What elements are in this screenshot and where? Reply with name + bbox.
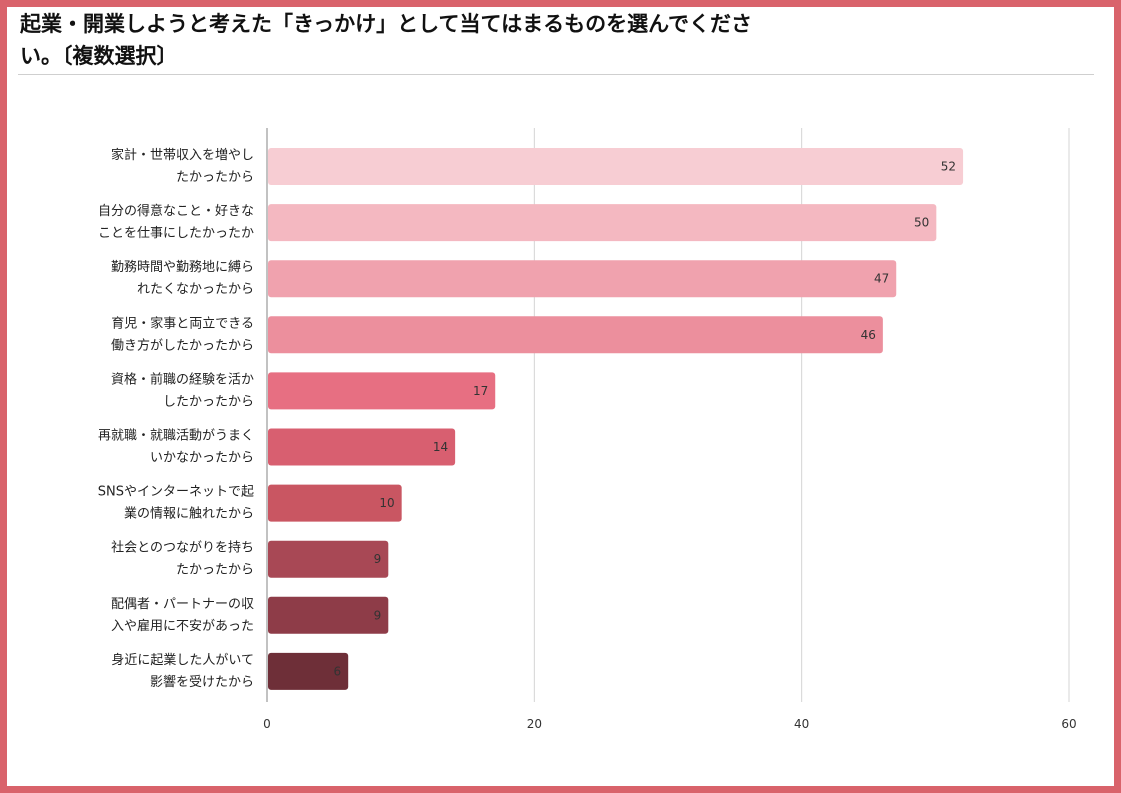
category-label: 配偶者・パートナーの収入や雇用に不安があった xyxy=(111,597,254,634)
bar-value-label: 9 xyxy=(374,608,382,622)
title-divider xyxy=(18,74,1094,75)
bar xyxy=(268,540,389,578)
bar-value-label: 52 xyxy=(941,160,956,174)
category-label-line: 業の情報に触れたから xyxy=(124,506,254,522)
category-label-line: たかったから xyxy=(176,170,254,185)
category-label-line: 影響を受けたから xyxy=(150,674,254,690)
title-line-1: 起業・開業しようと考えた「きっかけ」として当てはまるものを選んでくださ xyxy=(20,12,753,36)
x-tick-label: 60 xyxy=(1061,717,1076,731)
category-label-line: SNSやインターネットで起 xyxy=(98,485,254,500)
category-label: 社会とのつながりを持ちたかったから xyxy=(111,540,254,578)
category-label: 勤務時間や勤務地に縛られたくなかったから xyxy=(111,259,254,297)
bar xyxy=(268,428,456,466)
x-tick-label: 40 xyxy=(794,717,809,731)
category-label-line: 家計・世帯収入を増やし xyxy=(111,147,254,163)
bar-value-label: 47 xyxy=(874,272,889,286)
category-label: SNSやインターネットで起業の情報に触れたから xyxy=(98,485,254,522)
bar-value-label: 10 xyxy=(379,496,394,510)
x-tick-label: 0 xyxy=(263,717,271,731)
bar-value-label: 9 xyxy=(374,552,382,566)
category-label-line: 資格・前職の経験を活か xyxy=(111,371,254,387)
category-label-line: 入や雇用に不安があった xyxy=(111,618,254,634)
category-label-line: 社会とのつながりを持ち xyxy=(111,540,254,556)
category-label-line: たかったから xyxy=(176,563,254,578)
category-label-line: 身近に起業した人がいて xyxy=(111,652,254,668)
category-label-line: 配偶者・パートナーの収 xyxy=(111,597,254,612)
page-title: 起業・開業しようと考えた「きっかけ」として当てはまるものを選んでくださ い。〔複… xyxy=(20,8,1090,72)
category-label-line: したかったから xyxy=(163,394,254,409)
category-label-line: 育児・家事と両立できる xyxy=(111,315,254,331)
bar-value-label: 6 xyxy=(334,664,342,678)
category-label: 家計・世帯収入を増やしたかったから xyxy=(111,147,254,185)
category-label-line: いかなかったから xyxy=(150,451,254,466)
bar-value-label: 50 xyxy=(914,216,929,230)
bar xyxy=(268,260,897,298)
category-label: 身近に起業した人がいて影響を受けたから xyxy=(111,652,254,690)
category-label-line: ことを仕事にしたかったか xyxy=(98,226,254,241)
category-label-line: れたくなかったから xyxy=(137,282,254,297)
category-label: 資格・前職の経験を活かしたかったから xyxy=(111,371,254,409)
bar xyxy=(268,596,389,634)
x-tick-label: 20 xyxy=(527,717,542,731)
bar-value-label: 17 xyxy=(473,384,488,398)
title-line-2: い。〔複数選択〕 xyxy=(20,44,178,68)
bar xyxy=(268,372,496,410)
category-label: 再就職・就職活動がうまくいかなかったから xyxy=(98,429,254,466)
bar-value-label: 46 xyxy=(861,328,876,342)
category-label-line: 働き方がしたかったから xyxy=(111,337,254,353)
category-label-line: 再就職・就職活動がうまく xyxy=(98,429,254,444)
category-label-line: 自分の得意なこと・好きな xyxy=(98,203,254,219)
category-label: 自分の得意なこと・好きなことを仕事にしたかったか xyxy=(98,203,254,241)
bar xyxy=(268,652,349,690)
bar-value-label: 14 xyxy=(433,440,448,454)
category-label: 育児・家事と両立できる働き方がしたかったから xyxy=(111,315,254,353)
bar xyxy=(268,316,883,354)
category-label-line: 勤務時間や勤務地に縛ら xyxy=(111,259,254,275)
bar xyxy=(268,204,937,242)
bar xyxy=(268,484,402,522)
bar xyxy=(268,148,964,185)
